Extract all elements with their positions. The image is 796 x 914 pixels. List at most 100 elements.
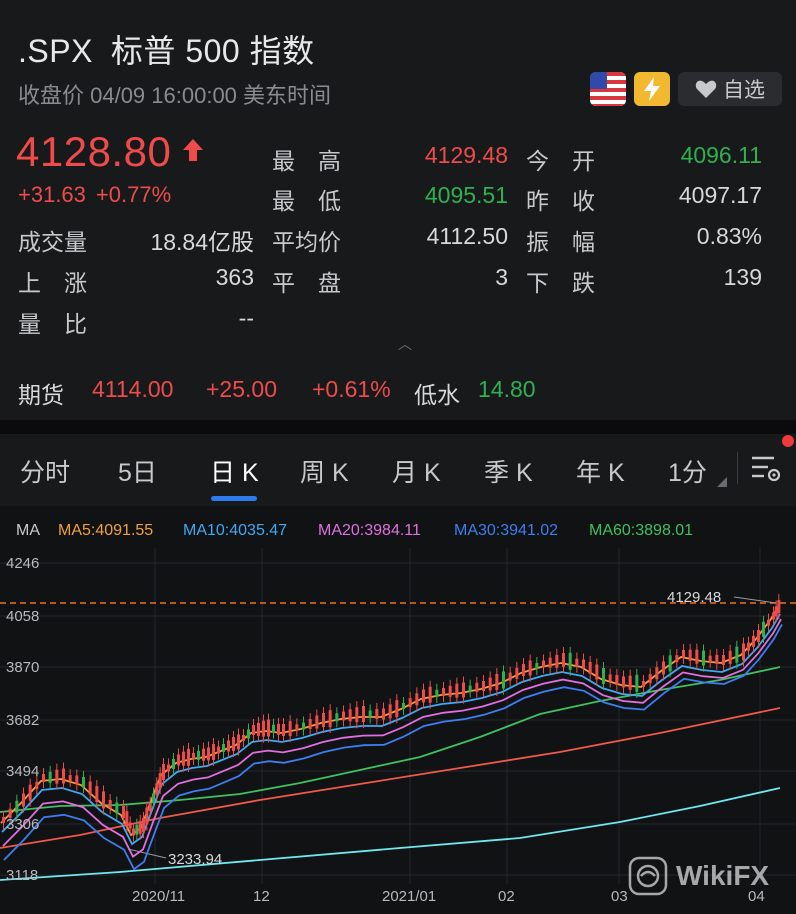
candle-body (562, 653, 565, 667)
candle-body (468, 685, 472, 692)
candle-body (442, 688, 445, 696)
us-flag-icon[interactable] (590, 72, 626, 106)
candle-body (535, 663, 539, 669)
candle-body (582, 659, 585, 669)
candle-body (237, 734, 240, 750)
candle-body (217, 746, 220, 754)
candle-body (95, 786, 99, 802)
x-tick-label: 12 (253, 888, 270, 905)
y-tick-label: 3306 (6, 816, 40, 833)
x-tick-label: 02 (498, 888, 515, 905)
candle-body (242, 735, 245, 741)
candle-body (777, 600, 781, 614)
advancers-label: 上 涨 (18, 270, 87, 296)
y-tick-label: 4058 (6, 608, 40, 625)
x-tick-label: 03 (611, 888, 628, 905)
candle-body (135, 824, 139, 835)
futures-change-percent: +0.61% (312, 376, 391, 402)
tab-1min[interactable]: 1分 (668, 459, 707, 487)
candle-body (272, 724, 275, 733)
candle-body (132, 828, 135, 836)
tab-intraday[interactable]: 分时 (20, 459, 71, 487)
amplitude-value: 0.83% (696, 223, 762, 249)
candle-body (68, 775, 72, 781)
chart-settings-icon[interactable] (750, 454, 782, 484)
candle-body (257, 722, 260, 736)
candle-body (167, 764, 170, 772)
candle-body (348, 709, 352, 722)
candle-body (622, 676, 625, 688)
low-value: 4095.51 (424, 182, 508, 208)
candle-body (488, 677, 492, 691)
candle-body (515, 667, 519, 679)
candle-body (62, 768, 65, 784)
candle-body (288, 721, 292, 737)
candle-body (82, 777, 85, 787)
tab-weekly-k[interactable]: 周 K (300, 459, 349, 487)
candle-body (762, 621, 765, 637)
candle-body (568, 652, 572, 670)
candle-body (708, 655, 712, 662)
candle-body (75, 775, 79, 785)
candle-body (42, 774, 45, 782)
candle-body (728, 650, 732, 664)
candle-body (588, 662, 592, 674)
candle-body (688, 649, 692, 661)
wikifx-text: WikiFX (676, 860, 770, 891)
index-name: 标普 500 指数 (110, 33, 315, 69)
high-label: 最 高 (272, 148, 341, 174)
add-watchlist-button[interactable]: 自选 (678, 72, 782, 106)
candle-body (145, 807, 149, 825)
candle-body (125, 811, 129, 827)
candle-body (187, 748, 190, 766)
futures-price: 4114.00 (92, 376, 174, 402)
candle-body (702, 650, 705, 666)
candle-body (192, 753, 195, 759)
candle-body (138, 820, 142, 834)
amplitude-label: 振 幅 (526, 229, 595, 255)
ma30-value: MA30:3941.02 (454, 522, 559, 539)
candle-body (747, 642, 750, 651)
futures-change: +25.00 (206, 376, 277, 402)
candle-body (115, 802, 119, 814)
candle-body (435, 689, 439, 697)
ma10-value: MA10:4035.47 (183, 522, 288, 539)
candle-body (668, 655, 672, 672)
candle-body (128, 822, 132, 829)
candle-body (172, 759, 175, 769)
candle-body (752, 635, 755, 647)
price-change: +31.63 +0.77% (18, 182, 181, 208)
candle-body (522, 664, 525, 676)
lightning-icon[interactable] (634, 72, 670, 106)
candle-body (695, 649, 699, 664)
candle-body (222, 744, 225, 752)
candle-body (315, 715, 319, 729)
tab-monthly-k[interactable]: 月 K (392, 459, 441, 487)
candle-body (575, 658, 579, 667)
candle-body (252, 725, 255, 735)
candle-body (28, 784, 32, 801)
candle-body (462, 682, 465, 698)
collapse-chevron-icon[interactable]: ︿ (398, 336, 412, 352)
tab-daily-k[interactable]: 日 K (210, 459, 259, 487)
candle-body (277, 723, 280, 735)
x-tick-label: 04 (748, 888, 765, 905)
candle-body (212, 744, 215, 760)
candle-body (555, 654, 559, 668)
candle-body (267, 719, 270, 737)
candle-body (2, 817, 5, 823)
tab-separator (737, 452, 738, 484)
notification-dot (782, 435, 794, 447)
tab-quarterly-k[interactable]: 季 K (484, 459, 533, 487)
y-tick-label: 3682 (6, 712, 40, 729)
candle-body (295, 724, 299, 731)
tab-yearly-k[interactable]: 年 K (576, 459, 625, 487)
candle-body (422, 689, 425, 703)
candle-body (642, 681, 645, 687)
candle-body (742, 643, 745, 661)
avg-price-label: 平均价 (272, 229, 341, 255)
candle-body (635, 674, 639, 692)
tab-5day[interactable]: 5日 (118, 459, 157, 487)
up-arrow-icon (183, 139, 203, 161)
